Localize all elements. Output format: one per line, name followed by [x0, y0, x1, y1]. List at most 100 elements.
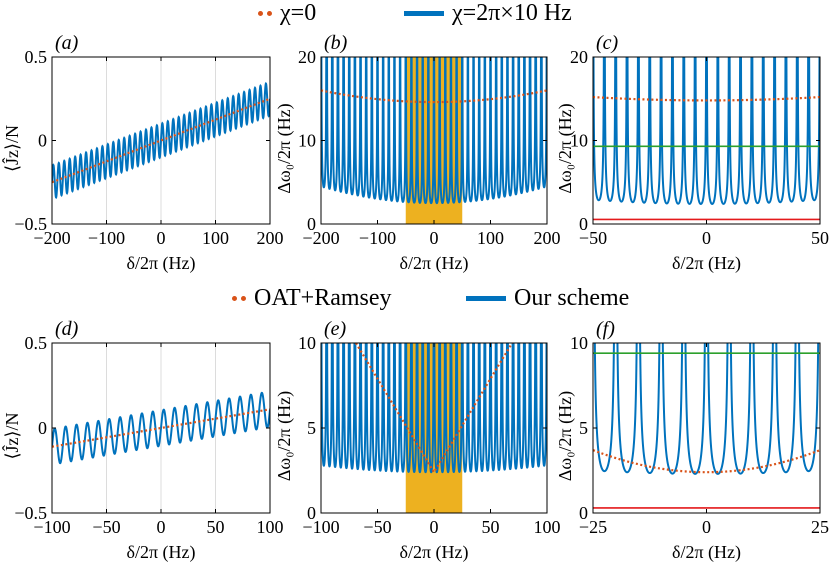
panel-b: −200 −100 0 100 200 0 10 20 (b) δ/2π (Hz) Δω₀/2π (…	[274, 32, 561, 274]
panel-label: (f)	[596, 318, 615, 340]
series-line-linear	[52, 97, 270, 184]
legend-item-oat-ramsey: OAT+Ramsey	[232, 285, 392, 312]
plot-area	[593, 343, 820, 509]
series-line-oscillation	[52, 391, 270, 465]
x-tick-label: −100	[33, 517, 70, 537]
x-axis-label: δ/2π (Hz)	[672, 542, 741, 563]
plot-area	[593, 57, 820, 221]
y-axis-label: Δω₀/2π (Hz)	[555, 391, 576, 481]
y-axis-label: Δω₀/2π (Hz)	[274, 391, 295, 481]
panel-a: −200 −100 0 100 200 −0.5 0 0.5 (a) δ/2π (Hz) ⟨Ĵz⟩/…	[1, 32, 284, 274]
y-axis-label: Δω₀/2π (Hz)	[555, 103, 576, 193]
y-tick-label: −0.5	[14, 503, 47, 523]
y-tick-label: −0.5	[14, 214, 47, 234]
panel-label: (d)	[55, 318, 79, 340]
y-axis-label: Δω₀/2π (Hz)	[274, 103, 295, 193]
x-axis-label: δ/2π (Hz)	[399, 253, 468, 274]
x-tick-label: 50	[811, 228, 829, 248]
y-tick-label: 10	[298, 333, 316, 353]
x-tick-label: −100	[359, 228, 396, 248]
legend-item-our-scheme: Our scheme	[466, 285, 629, 312]
legend-top: χ=0 χ=2π×10 Hz	[0, 0, 830, 30]
y-tick-label: 0	[38, 131, 47, 151]
y-tick-label: 0	[579, 503, 588, 523]
y-tick-label: 0.5	[25, 47, 48, 67]
legend-item-chi10: χ=2π×10 Hz	[404, 0, 572, 27]
x-tick-label: 50	[482, 517, 500, 537]
x-tick-label: 0	[702, 228, 711, 248]
series-line-vshape	[354, 343, 514, 475]
plot-area	[321, 343, 547, 513]
y-tick-label: 0	[307, 214, 316, 234]
legend-dotted-swatch	[232, 296, 246, 301]
y-axis-label: ⟨Ĵz⟩/N	[1, 412, 22, 459]
x-tick-label: 100	[202, 228, 229, 248]
series-line-peaks	[593, 57, 820, 205]
y-tick-label: 5	[307, 418, 316, 438]
y-tick-label: 0	[307, 503, 316, 523]
panel-label: (e)	[324, 318, 347, 340]
x-tick-label: 100	[477, 228, 504, 248]
x-tick-label: 200	[534, 228, 561, 248]
x-tick-label: −100	[88, 228, 125, 248]
y-tick-label: 20	[298, 47, 316, 67]
axes-box	[592, 342, 821, 514]
x-tick-label: 0	[430, 228, 439, 248]
series-line-peaks	[593, 343, 820, 475]
x-tick-label: −100	[302, 517, 339, 537]
panel-label: (a)	[55, 32, 79, 54]
legend-solid-swatch	[466, 296, 506, 301]
panel-label: (b)	[324, 32, 348, 54]
legend-label: OAT+Ramsey	[254, 285, 392, 311]
x-tick-label: 50	[207, 517, 225, 537]
panel-e: −100 −50 0 50 100 0 5 10 (e) δ/2π (Hz) Δω₀/2π (Hz)	[274, 318, 561, 563]
x-axis-label: δ/2π (Hz)	[126, 253, 195, 274]
x-tick-label: −200	[33, 228, 70, 248]
plot-area	[52, 391, 270, 465]
x-tick-label: 100	[257, 517, 284, 537]
x-axis-label: δ/2π (Hz)	[399, 542, 468, 563]
x-tick-label: 0	[430, 517, 439, 537]
x-tick-label: 25	[811, 517, 829, 537]
x-tick-label: 0	[157, 517, 166, 537]
x-tick-label: 0	[157, 228, 166, 248]
series-line-parabola	[321, 89, 547, 104]
x-tick-label: 200	[257, 228, 284, 248]
legend-label: χ=0	[280, 0, 317, 26]
series-line-linear	[52, 408, 270, 448]
x-tick-label: −25	[579, 517, 607, 537]
legend-label: χ=2π×10 Hz	[452, 0, 572, 26]
y-tick-label: 0	[38, 418, 47, 438]
series-line-oscillation	[52, 81, 270, 200]
x-tick-label: −50	[579, 228, 607, 248]
panel-label: (c)	[596, 32, 619, 54]
y-tick-label: 5	[579, 418, 588, 438]
series-line-peaks	[321, 57, 547, 205]
y-axis-label: ⟨Ĵz⟩/N	[1, 125, 22, 172]
x-tick-label: −50	[363, 517, 391, 537]
y-tick-label: 0	[579, 214, 588, 234]
series-line-peaks	[321, 343, 547, 474]
legend-bottom: OAT+Ramsey Our scheme	[0, 285, 830, 315]
x-axis-label: δ/2π (Hz)	[672, 253, 741, 274]
y-tick-label: 0.5	[25, 333, 48, 353]
legend-item-chi0: χ=0	[258, 0, 316, 27]
y-tick-label: 20	[570, 47, 588, 67]
x-tick-label: −200	[302, 228, 339, 248]
y-tick-label: 10	[570, 131, 588, 151]
series-line-parabola	[593, 95, 820, 102]
legend-solid-swatch	[404, 11, 444, 16]
x-tick-label: 100	[534, 517, 561, 537]
x-tick-label: −50	[92, 517, 120, 537]
y-tick-label: 10	[570, 333, 588, 353]
panel-d: −100 −50 0 50 100 −0.5 0 0.5 (d) δ/2π (Hz) ⟨Ĵz⟩/N	[1, 318, 284, 563]
plot-area	[321, 57, 547, 224]
legend-label: Our scheme	[514, 285, 630, 311]
y-tick-label: 10	[298, 131, 316, 151]
x-axis-label: δ/2π (Hz)	[126, 542, 195, 563]
series-line-parabola	[593, 449, 820, 474]
plot-area	[52, 81, 270, 200]
